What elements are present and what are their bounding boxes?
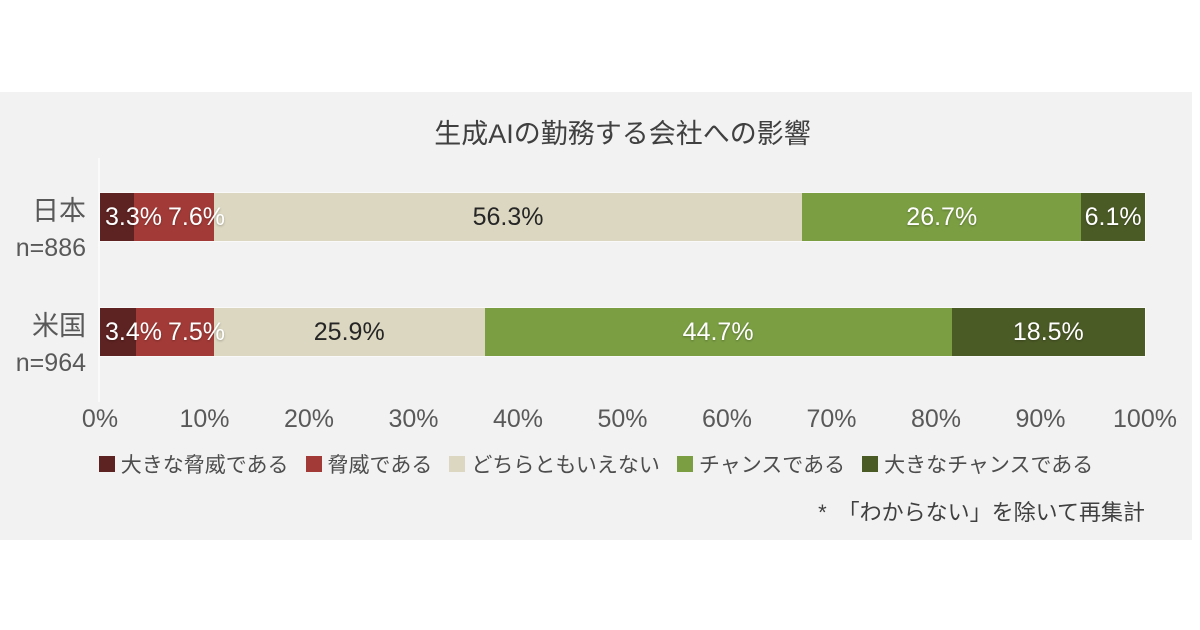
category-labels: 日本 n=886 米国 n=964 [0,92,86,540]
x-tick-label: 40% [492,405,544,433]
chart-title: 生成AIの勤務する会社への影響 [434,119,811,149]
category-label: 日本 n=886 [0,196,86,261]
plot-area: 3.3% 7.6% 56.3% 26.7% 6.1% 3.4% 7.5% 25.9% 44.7%… [99,92,1146,540]
bar-segment [951,308,1145,356]
bar-segment [802,193,1082,241]
bar-segment [134,193,214,241]
data-label: 56.3% [472,203,544,231]
chart-panel: 生成AIの勤務する会社への影響 3.3% 7.6% 56.3% 26.7% 6.1% 3.… [0,92,1192,540]
legend-item: 大きなチャンスである [862,449,1093,479]
x-tick-label: 90% [1015,405,1066,433]
category-sample-size: n=886 [15,234,86,262]
x-tick-label: 30% [388,405,439,433]
data-label: 7.5% [167,318,225,346]
legend-item: 脅威である [305,449,433,479]
legend-swatch [862,456,879,472]
bar-row: 3.3% 7.6% 56.3% 26.7% 6.1% [99,192,1146,242]
legend-swatch [449,456,466,472]
y-axis-line [98,158,100,402]
category-label: 米国 n=964 [0,311,86,376]
legend-label: 脅威である [327,454,433,477]
category-sample-size: n=964 [15,349,86,377]
legend-swatch [98,456,115,472]
data-label: 18.5% [1012,318,1084,346]
legend-label: 大きなチャンスである [884,454,1094,477]
bar-segment [135,308,214,356]
x-tick-label: 100% [1113,405,1177,433]
legend-item: 大きな脅威である [98,449,289,479]
bar-segment [213,193,803,241]
x-tick-label: 0% [81,405,119,433]
x-tick-label: 70% [806,405,857,433]
x-tick-label: 20% [283,405,335,433]
bar-segment [100,193,135,241]
bar-row: 3.4% 7.5% 25.9% 44.7% 18.5% [99,307,1146,357]
data-label: 3.3% [105,203,162,231]
legend-label: どちらともいえない [471,454,660,477]
data-label: 26.7% [906,203,978,231]
category-name: 米国 [32,311,86,341]
legend-label: 大きな脅威である [120,454,289,477]
x-tick-label: 10% [179,405,230,433]
x-tick-label: 60% [701,405,753,433]
legend-swatch [676,456,693,472]
legend-label: チャンスである [698,454,846,477]
legend-item: どちらともいえない [449,449,660,479]
category-name: 日本 [32,196,86,226]
bar-segment [1081,193,1145,241]
legend: 大きな脅威である 脅威である どちらともいえない チャンスである 大きなチャンスである [0,449,1192,479]
footnote: * 「わからない」を除いて再集計 [818,500,1145,525]
legend-swatch [305,456,322,472]
bar-segment [213,308,485,356]
legend-item: チャンスである [676,449,846,479]
data-label: 3.4% [105,318,162,346]
bar-segment [484,308,952,356]
x-tick-label: 80% [910,405,962,433]
data-label: 44.7% [682,318,754,346]
x-axis: 0% 10% 20% 30% 40% 50% 60% 70% 80% 90% 100% [0,405,1192,437]
data-label: 7.6% [167,203,225,231]
data-label: 25.9% [313,318,385,346]
data-label: 6.1% [1084,203,1142,231]
x-tick-label: 50% [597,405,648,433]
bar-segment [100,308,136,356]
